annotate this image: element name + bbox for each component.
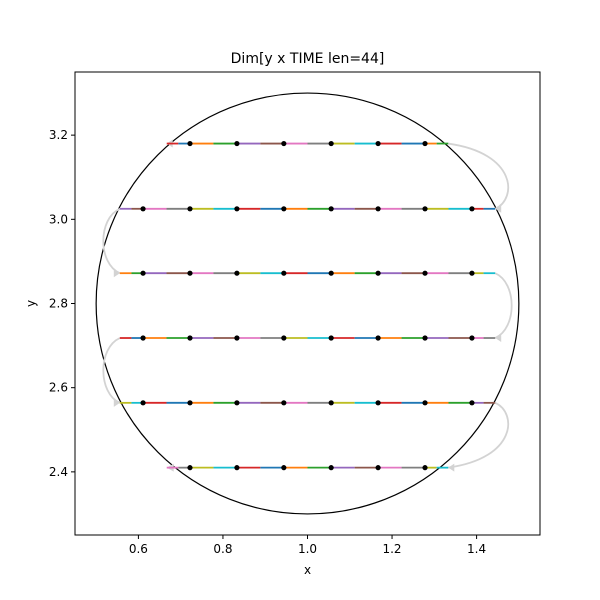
sample-point	[469, 400, 475, 406]
sample-point	[281, 206, 287, 212]
sample-point	[375, 400, 381, 406]
y-axis-label: y	[24, 300, 38, 307]
sample-point	[375, 465, 381, 471]
connector-arrowhead	[448, 463, 455, 472]
connector-arrowhead	[113, 398, 120, 407]
x-tick-label: 1.2	[382, 542, 401, 556]
sample-point	[281, 270, 287, 276]
sample-point	[234, 270, 240, 276]
x-tick-label: 0.8	[213, 542, 232, 556]
y-tick-label: 3.0	[49, 212, 68, 226]
y-tick-label: 2.6	[49, 381, 68, 395]
sample-point	[140, 270, 146, 276]
sample-point	[328, 400, 334, 406]
scan-row	[119, 400, 496, 406]
sample-point	[140, 400, 146, 406]
sample-point	[187, 206, 193, 212]
scan-row	[119, 270, 496, 276]
sample-point	[469, 335, 475, 341]
sample-point	[281, 400, 287, 406]
sample-point	[328, 206, 334, 212]
y-axis: 2.4 2.6 2.8 3.0 3.2	[49, 128, 75, 479]
sample-point	[187, 270, 193, 276]
sample-point	[187, 400, 193, 406]
sample-point	[375, 140, 381, 147]
y-tick-label: 2.4	[49, 465, 68, 479]
scan-row	[166, 140, 449, 147]
sample-point	[375, 270, 381, 276]
x-axis-label: x	[304, 563, 311, 577]
sample-point	[187, 465, 193, 471]
sample-point	[469, 270, 475, 276]
x-tick-label: 0.6	[129, 542, 148, 556]
sample-point	[234, 335, 240, 341]
plot-area	[95, 92, 520, 515]
sample-point	[422, 270, 428, 276]
sample-point	[140, 335, 146, 341]
sample-point	[422, 465, 428, 471]
connector-arrowhead	[113, 269, 120, 278]
sample-point	[328, 270, 334, 276]
sample-point	[422, 206, 428, 212]
connector-arrowhead	[495, 204, 502, 213]
sample-point	[234, 400, 240, 406]
x-axis: 0.6 0.8 1.0 1.2 1.4	[129, 535, 486, 556]
sample-point	[328, 465, 334, 471]
sample-point	[422, 140, 428, 147]
sample-point	[281, 465, 287, 471]
x-tick-label: 1.4	[467, 542, 486, 556]
sample-point	[469, 206, 475, 212]
sample-point	[375, 335, 381, 341]
sample-point	[187, 335, 193, 341]
sample-point	[422, 335, 428, 341]
sample-point	[328, 335, 334, 341]
sample-point	[375, 206, 381, 212]
sample-point	[281, 335, 287, 341]
sample-point	[187, 140, 193, 147]
sample-point	[140, 206, 146, 212]
sample-point	[234, 465, 240, 471]
y-tick-label: 3.2	[49, 128, 68, 142]
y-tick-label: 2.8	[49, 297, 68, 311]
boundary-circle	[95, 92, 520, 515]
connector-arrowhead	[495, 334, 502, 343]
sample-point	[234, 206, 240, 212]
scan-row	[166, 465, 449, 471]
sample-point	[234, 140, 240, 147]
chart-title: Dim[y x TIME len=44]	[231, 51, 385, 67]
sample-point	[281, 140, 287, 147]
row-connector	[448, 142, 510, 210]
sample-point	[422, 400, 428, 406]
x-tick-label: 1.0	[298, 542, 317, 556]
row-connector	[448, 402, 510, 469]
sample-point	[328, 140, 334, 147]
scan-row	[119, 335, 496, 341]
scan-row	[119, 206, 496, 212]
